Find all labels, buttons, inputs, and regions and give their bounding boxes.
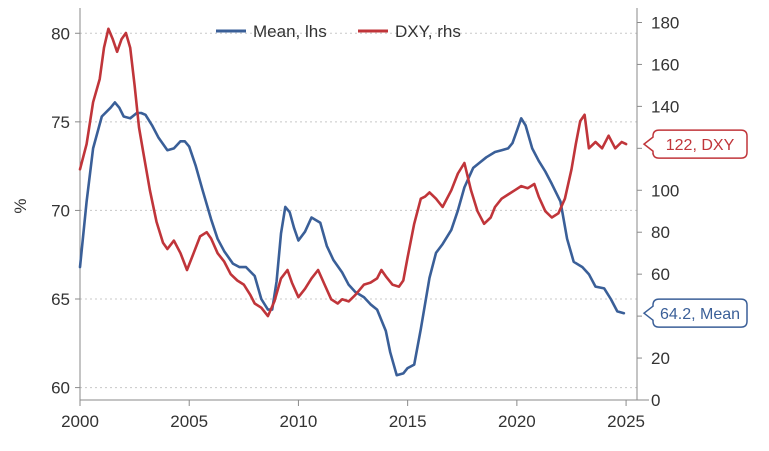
end-value-callouts: 122, DXY 64.2, Mean — [642, 129, 748, 328]
y2-tick-label: 80 — [651, 223, 670, 242]
series-line-mean — [78, 101, 626, 377]
callout-label: 122, DXY — [666, 137, 735, 154]
grid-lines — [80, 32, 637, 389]
callout-1: 64.2, Mean — [642, 298, 748, 328]
y-tick-label: 65 — [51, 290, 70, 309]
callout-0: 122, DXY — [642, 129, 748, 159]
x-tick-label: 2005 — [170, 412, 208, 431]
chart-axes — [75, 8, 649, 406]
callout-box — [642, 298, 748, 328]
y-axis-title: % — [11, 198, 30, 213]
callout-label: 64.2, Mean — [660, 306, 740, 323]
y2-tick-label: 100 — [651, 181, 679, 200]
y2-tick-label: 60 — [651, 265, 670, 284]
y-tick-label: 75 — [51, 113, 70, 132]
series-line-dxy — [78, 27, 628, 318]
y-tick-label: 80 — [51, 24, 70, 43]
series-lines — [78, 27, 628, 377]
y-tick-label: 60 — [51, 379, 70, 398]
tick-labels: 6065707580020406080100120140160180200020… — [51, 13, 679, 431]
y2-tick-label: 0 — [651, 391, 660, 410]
y2-tick-label: 160 — [651, 55, 679, 74]
callout-box — [642, 129, 748, 159]
legend: Mean, lhs DXY, rhs — [216, 22, 461, 41]
y2-tick-label: 180 — [651, 13, 679, 32]
legend-label: Mean, lhs — [253, 22, 327, 41]
y2-tick-label: 140 — [651, 97, 679, 116]
y2-tick-label: 20 — [651, 349, 670, 368]
x-tick-label: 2015 — [389, 412, 427, 431]
x-tick-label: 2020 — [498, 412, 536, 431]
legend-label: DXY, rhs — [395, 22, 461, 41]
x-tick-label: 2000 — [61, 412, 99, 431]
y-tick-label: 70 — [51, 201, 70, 220]
x-tick-label: 2010 — [280, 412, 318, 431]
x-tick-label: 2025 — [607, 412, 645, 431]
